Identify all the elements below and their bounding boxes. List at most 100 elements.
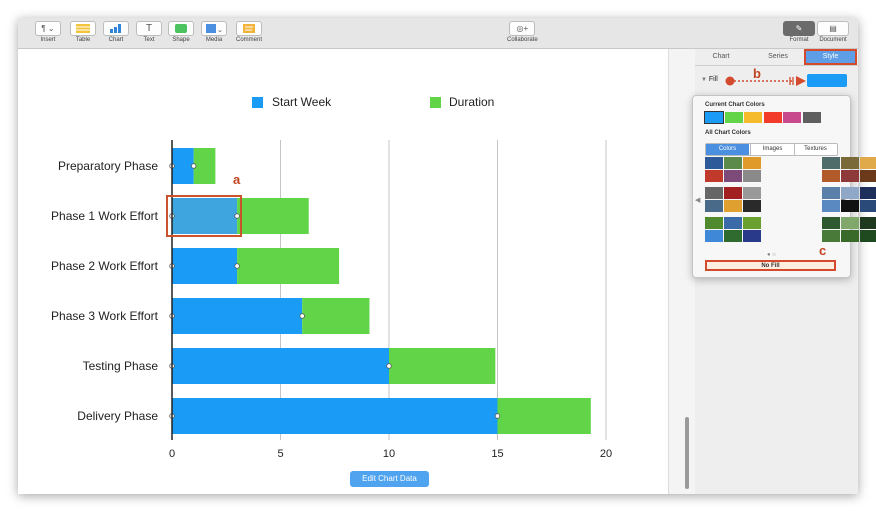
palette-swatch[interactable]: [860, 217, 876, 229]
bar-handle[interactable]: [234, 263, 240, 269]
palette-swatch[interactable]: [822, 170, 840, 182]
palette-swatch[interactable]: [841, 200, 859, 212]
palette-swatch[interactable]: [841, 217, 859, 229]
palette-swatch[interactable]: [860, 200, 876, 212]
document-button[interactable]: ▤ Document: [817, 21, 849, 43]
palette-swatch[interactable]: [841, 157, 859, 169]
palette-swatch[interactable]: [705, 187, 723, 199]
palette-swatch[interactable]: [743, 187, 761, 199]
bar-handle[interactable]: [299, 313, 305, 319]
format-button[interactable]: ✎ Format: [783, 21, 815, 43]
collaborate-label: Collaborate: [507, 37, 538, 43]
palette-swatch[interactable]: [724, 170, 742, 182]
shape-button[interactable]: Shape: [168, 21, 194, 43]
bar-duration[interactable]: [302, 298, 370, 334]
palette-swatch[interactable]: [705, 157, 723, 169]
tab-style[interactable]: Style: [804, 49, 857, 65]
palette-swatch[interactable]: [860, 157, 876, 169]
bar-duration[interactable]: [237, 198, 309, 234]
bar-handle[interactable]: [190, 163, 197, 169]
palette-swatch[interactable]: [743, 200, 761, 212]
shape-label: Shape: [172, 37, 190, 43]
palette-swatch[interactable]: [705, 230, 723, 242]
bar-start-week[interactable]: [172, 198, 238, 234]
gantt-chart[interactable]: 0 5 10 15 20 Preparatory Phase Phase 1 Work Ef…: [0, 0, 690, 470]
bar-start-week[interactable]: [172, 298, 303, 334]
table-button[interactable]: Table: [70, 21, 96, 43]
bar-start-week[interactable]: [172, 148, 194, 184]
segment-images[interactable]: Images: [750, 144, 795, 155]
palette-swatch[interactable]: [743, 217, 761, 229]
no-fill-button[interactable]: No Fill: [705, 260, 836, 271]
fill-type-segmented: Colors Images Textures: [705, 143, 838, 156]
tab-chart[interactable]: Chart: [712, 53, 730, 60]
palette-swatch[interactable]: [841, 187, 859, 199]
palette-swatch[interactable]: [822, 217, 840, 229]
bar-handle[interactable]: [386, 363, 392, 369]
segment-colors[interactable]: Colors: [706, 144, 749, 155]
palette-swatch[interactable]: [743, 157, 761, 169]
collaborate-button[interactable]: ◎+ Collaborate: [507, 21, 538, 43]
segment-textures[interactable]: Textures: [804, 146, 827, 152]
palette-swatch[interactable]: [705, 217, 723, 229]
bar-start-week[interactable]: [172, 248, 238, 284]
bar-handle[interactable]: [494, 413, 501, 419]
palette-swatch[interactable]: [822, 200, 840, 212]
chart-button[interactable]: Chart: [103, 21, 129, 43]
category-label: Testing Phase: [83, 359, 159, 373]
palette-swatch[interactable]: [860, 170, 876, 182]
insert-button[interactable]: ¶ ⌄ Insert: [35, 21, 61, 43]
svg-text:⌄: ⌄: [217, 27, 222, 33]
palette-swatch[interactable]: [724, 200, 742, 212]
color-swatch[interactable]: [763, 112, 782, 123]
annotation-label-b: b: [753, 66, 761, 81]
legend-swatch-start-week: [252, 97, 263, 108]
palette-swatch[interactable]: [724, 217, 742, 229]
bar-handle[interactable]: [234, 213, 240, 219]
bar-duration[interactable]: [193, 148, 216, 184]
color-swatch[interactable]: [802, 112, 821, 123]
text-button[interactable]: T Text: [136, 21, 162, 43]
tab-series[interactable]: Series: [768, 53, 788, 60]
color-swatch[interactable]: [724, 112, 743, 123]
palette-swatch[interactable]: [743, 170, 761, 182]
legend-swatch-duration: [430, 97, 441, 108]
palette-swatch[interactable]: [724, 230, 742, 242]
category-label: Phase 1 Work Effort: [51, 209, 159, 223]
color-swatch[interactable]: [744, 112, 762, 123]
disclosure-triangle-icon[interactable]: ▼: [701, 77, 707, 83]
sidebar-tabs: Chart Series Style: [695, 49, 858, 66]
shape-icon: [168, 21, 194, 36]
palette-swatch[interactable]: [822, 230, 840, 242]
bar-start-week[interactable]: [172, 348, 389, 384]
palette-swatch[interactable]: [841, 170, 859, 182]
annotation-box-a: [166, 195, 242, 237]
media-button[interactable]: ⌄ Media: [201, 21, 227, 43]
color-swatch[interactable]: [704, 111, 724, 124]
palette-swatch[interactable]: [822, 187, 840, 199]
palette-swatch[interactable]: [822, 157, 840, 169]
palette-swatch[interactable]: [724, 157, 742, 169]
bar-duration[interactable]: [389, 348, 496, 384]
page-dots[interactable]: ● ○: [767, 252, 776, 258]
scrollbar-thumb[interactable]: [685, 417, 689, 489]
palette-swatch[interactable]: [860, 187, 876, 199]
bar-duration[interactable]: [497, 398, 591, 434]
fill-color-button[interactable]: [807, 74, 847, 87]
color-swatch[interactable]: [783, 112, 801, 123]
chevron-left-icon[interactable]: ◀: [695, 197, 701, 204]
bar-duration[interactable]: [237, 248, 340, 284]
category-label: Phase 3 Work Effort: [51, 309, 159, 323]
comment-button[interactable]: Comment: [236, 21, 262, 43]
palette-swatch[interactable]: [841, 230, 859, 242]
palette-swatch[interactable]: [705, 200, 723, 212]
edit-chart-data-button[interactable]: Edit Chart Data: [350, 471, 429, 487]
palette-swatch[interactable]: [724, 187, 742, 199]
category-label: Delivery Phase: [77, 409, 158, 423]
chart-label: Chart: [108, 37, 124, 43]
media-label: Media: [205, 37, 223, 43]
bar-start-week[interactable]: [172, 398, 498, 434]
palette-swatch[interactable]: [705, 170, 723, 182]
palette-swatch[interactable]: [743, 230, 761, 242]
palette-swatch[interactable]: [860, 230, 876, 242]
